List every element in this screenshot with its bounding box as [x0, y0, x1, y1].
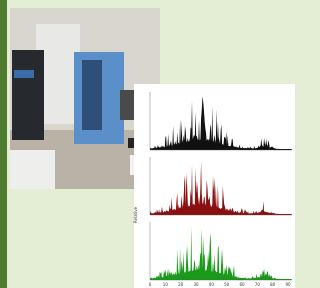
screen: Relative 0 10 20 30 40 50 60 70 80 90 — [0, 0, 295, 288]
x-tick-label: 50 — [224, 282, 230, 287]
x-tick-label: 90 — [285, 282, 291, 287]
x-tick-label: 70 — [255, 282, 261, 287]
x-tick-label: 30 — [193, 282, 199, 287]
x-tick-label: 0 — [149, 282, 152, 287]
instrument-door — [82, 60, 102, 130]
lc-stack — [12, 50, 44, 140]
x-tick-label: 80 — [270, 282, 276, 287]
x-tick-label: 20 — [178, 282, 184, 287]
y-axis-label: Relative — [133, 206, 138, 223]
lc-light — [14, 70, 34, 78]
side-strip — [0, 0, 7, 288]
x-tick-label: 40 — [209, 282, 215, 287]
cabinet — [10, 150, 55, 189]
x-tick-label: 60 — [239, 282, 245, 287]
x-tick-label: 10 — [163, 282, 169, 287]
